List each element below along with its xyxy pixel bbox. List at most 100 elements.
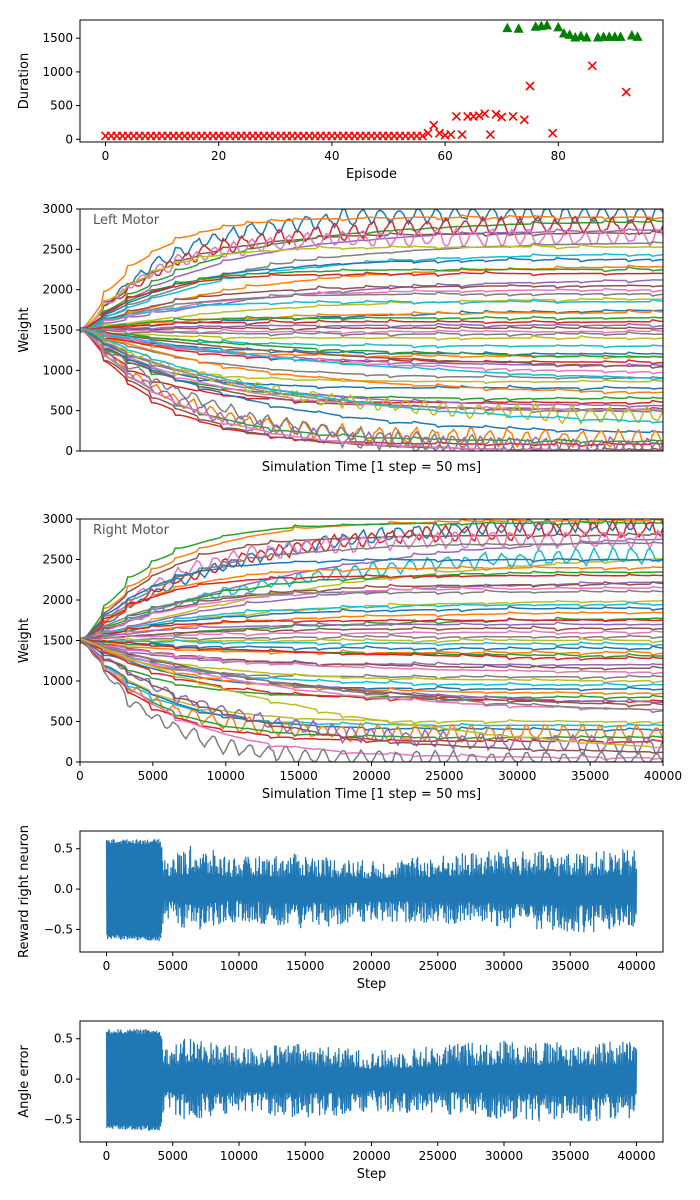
y-axis-label: Weight [17,618,32,663]
y-tick-label: −0.5 [44,1112,73,1126]
y-tick-label: 0.5 [54,842,73,856]
y-tick-label: 0 [65,132,73,146]
weight-trace [80,573,663,643]
data-point-triangle [541,20,552,30]
weight-trace [80,329,663,359]
weight-trace [80,640,663,714]
weight-trace [80,640,663,692]
panel-label: Left Motor [93,213,160,228]
y-tick-label: 0.5 [54,1032,73,1046]
weight-trace [80,557,663,641]
x-tick-label: 10000 [207,769,245,783]
weight-trace [80,617,663,644]
weight-trace [80,227,663,330]
x-tick-label: 5000 [157,959,188,973]
x-tick-label: 35000 [571,769,609,783]
data-point-triangle [564,29,575,39]
x-stroke [429,120,439,130]
data-point-x [480,109,490,119]
weight-trace [80,327,663,375]
x-stroke [451,111,461,121]
weight-trace [80,641,663,704]
x-tick-label: 10000 [220,959,258,973]
x-tick-label: 40000 [617,1149,655,1163]
x-stroke [480,109,490,119]
data-point-triangle [502,22,513,33]
weight-trace [80,625,663,641]
x-stroke [508,111,518,121]
data-point-x [548,128,558,138]
weight-trace [80,601,663,644]
weight-trace [80,532,663,641]
x-tick-label: 35000 [551,1149,589,1163]
axes-frame [79,208,664,452]
axes-frame [79,830,664,953]
weight-trace [80,330,663,369]
weight-trace [80,322,663,332]
plot-area [100,20,643,141]
weight-trace [80,219,663,333]
weight-trace [80,252,663,332]
weight-trace [80,616,663,644]
data-point-x [485,130,495,140]
weight-trace [80,327,663,448]
weight-trace [80,330,663,384]
y-axis-label: Duration [17,53,32,109]
weight-trace [80,328,663,395]
x-stroke [548,128,558,138]
y-tick-label: 0 [65,444,73,458]
weight-trace [80,287,663,333]
weight-trace [80,291,663,331]
weight-trace [80,638,663,647]
x-stroke [474,111,484,121]
weight-trace [80,546,663,641]
weight-trace [80,637,663,749]
signal-trace [105,1029,638,1131]
x-stroke [417,131,428,141]
x-tick-label: 30000 [485,959,523,973]
weight-trace [80,330,663,451]
y-tick-label: 1500 [42,634,73,648]
x-tick-label: 20000 [352,1149,390,1163]
x-stroke [621,87,631,97]
weight-trace [80,325,663,332]
plot-area [105,1029,638,1131]
x-tick-label: 20000 [352,959,390,973]
x-tick-label: 15000 [280,769,318,783]
x-stroke [525,81,535,91]
weight-trace [80,266,663,333]
data-point-triangle [581,32,592,42]
weight-trace [80,329,663,424]
x-tick-label: 35000 [551,959,589,973]
data-point-x [446,130,456,140]
y-tick-label: −0.5 [44,922,73,936]
y-tick-label: 1500 [42,31,73,45]
data-point-x [429,120,439,130]
weight-trace [80,318,663,330]
y-tick-label: 0.0 [54,882,73,896]
y-tick-label: 3000 [42,512,73,526]
weight-trace [80,329,663,409]
x-tick-label: 60 [437,149,452,163]
weight-trace [80,585,663,643]
data-point-triangle [632,31,643,41]
y-tick-label: 1000 [42,65,73,79]
data-point-x [457,130,467,140]
weight-trace [80,328,663,449]
weight-trace [80,520,663,644]
y-tick-label: 500 [50,99,73,113]
x-tick-label: 25000 [425,769,463,783]
weight-trace [80,558,663,641]
x-stroke [446,130,456,140]
data-point-x [508,111,518,121]
x-tick-label: 0 [76,769,84,783]
data-point-x [434,128,444,138]
weight-trace [80,640,663,696]
y-tick-label: 500 [50,715,73,729]
x-tick-label: 40000 [617,959,655,973]
weight-trace [80,641,663,754]
axes-frame [79,19,664,143]
weight-trace [80,328,663,341]
weight-trace [80,638,663,762]
